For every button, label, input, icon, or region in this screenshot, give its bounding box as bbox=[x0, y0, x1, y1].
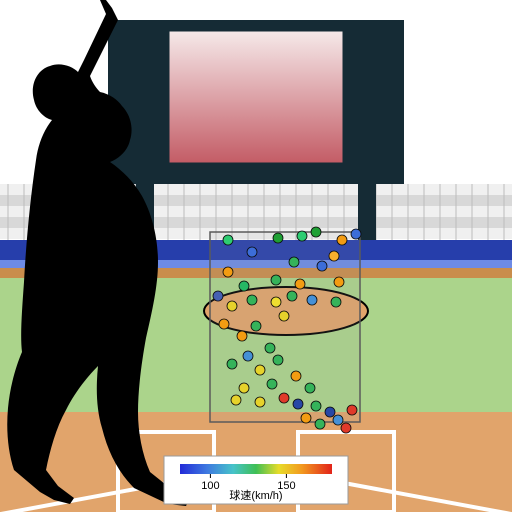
pitch-point bbox=[239, 281, 249, 291]
pitch-point bbox=[223, 235, 233, 245]
pitch-point bbox=[227, 359, 237, 369]
pitch-point bbox=[341, 423, 351, 433]
pitch-point bbox=[347, 405, 357, 415]
pitch-point bbox=[243, 351, 253, 361]
pitch-point bbox=[315, 419, 325, 429]
pitch-point bbox=[325, 407, 335, 417]
pitch-point bbox=[265, 343, 275, 353]
legend-axis-label: 球速(km/h) bbox=[229, 488, 282, 502]
pitch-point bbox=[267, 379, 277, 389]
pitch-point bbox=[273, 233, 283, 243]
pitch-point bbox=[333, 415, 343, 425]
pitch-point bbox=[273, 355, 283, 365]
pitch-point bbox=[255, 365, 265, 375]
pitch-point bbox=[311, 401, 321, 411]
pitch-point bbox=[271, 297, 281, 307]
pitch-point bbox=[289, 257, 299, 267]
pitch-point bbox=[305, 383, 315, 393]
pitch-point bbox=[223, 267, 233, 277]
pitch-point bbox=[219, 319, 229, 329]
pitch-point bbox=[311, 227, 321, 237]
pitch-point bbox=[295, 279, 305, 289]
pitch-point bbox=[291, 371, 301, 381]
pitch-point bbox=[351, 229, 361, 239]
pitch-point bbox=[247, 247, 257, 257]
pitch-point bbox=[331, 297, 341, 307]
pitch-point bbox=[329, 251, 339, 261]
pitch-point bbox=[231, 395, 241, 405]
pitch-point bbox=[293, 399, 303, 409]
pitch-point bbox=[251, 321, 261, 331]
pitch-point bbox=[337, 235, 347, 245]
pitch-point bbox=[307, 295, 317, 305]
pitch-point bbox=[271, 275, 281, 285]
pitch-point bbox=[287, 291, 297, 301]
pitch-point bbox=[247, 295, 257, 305]
legend-colorbar bbox=[180, 464, 332, 474]
pitch-point bbox=[317, 261, 327, 271]
pitch-point bbox=[239, 383, 249, 393]
pitch-point bbox=[334, 277, 344, 287]
pitch-point bbox=[279, 393, 289, 403]
pitch-point bbox=[255, 397, 265, 407]
pitch-point bbox=[227, 301, 237, 311]
pitch-point bbox=[297, 231, 307, 241]
pitch-point bbox=[279, 311, 289, 321]
pitch-point bbox=[301, 413, 311, 423]
pitch-point bbox=[237, 331, 247, 341]
pitch-point bbox=[213, 291, 223, 301]
legend: 100150球速(km/h) bbox=[164, 456, 348, 504]
legend-tick: 100 bbox=[201, 480, 219, 492]
scoreboard-screen bbox=[168, 30, 344, 164]
